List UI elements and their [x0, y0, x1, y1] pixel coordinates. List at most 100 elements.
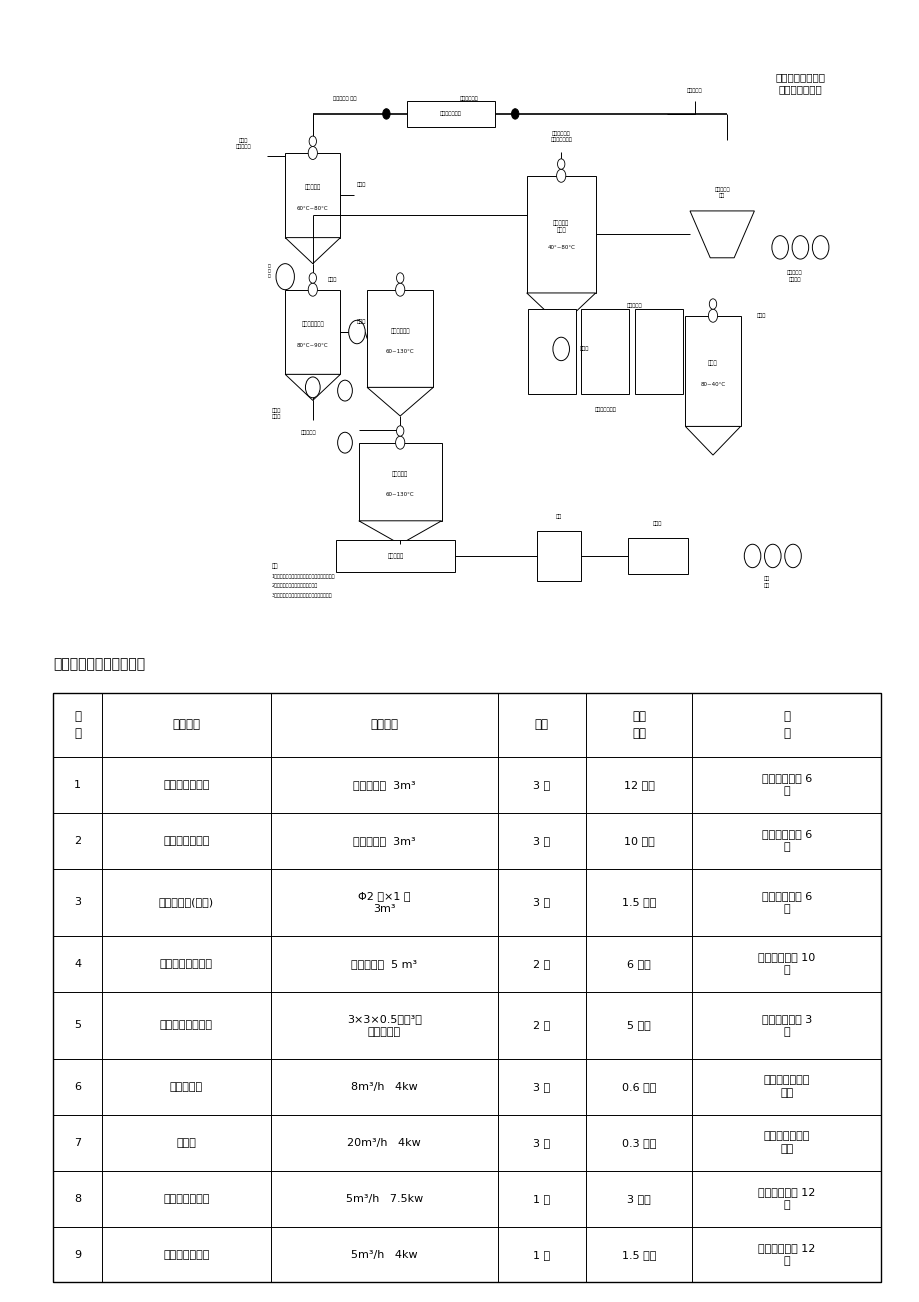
Text: 与层析分离器配
套用: 与层析分离器配 套用 — [763, 1131, 809, 1154]
Text: 60~130°C: 60~130°C — [385, 349, 414, 354]
Text: 班处理混合液 6
吨: 班处理混合液 6 吨 — [761, 891, 811, 914]
Text: 8m³/h   4kw: 8m³/h 4kw — [350, 1082, 417, 1092]
Text: 预计
费用: 预计 费用 — [631, 710, 645, 740]
Text: 3 台: 3 台 — [533, 897, 550, 907]
Text: 5 万元: 5 万元 — [627, 1021, 651, 1030]
Text: 60°C~80°C: 60°C~80°C — [297, 206, 328, 211]
Text: 敞口搪瓷釜: 敞口搪瓷釜 — [301, 430, 315, 435]
Text: 3 台: 3 台 — [533, 1138, 550, 1147]
Text: 敞口搪瓷反应釜: 敞口搪瓷反应釜 — [163, 780, 210, 790]
Text: 1: 1 — [74, 780, 81, 790]
Text: 可调速搅拌  3m³: 可调速搅拌 3m³ — [353, 780, 415, 790]
Text: 40°~80°C: 40°~80°C — [547, 245, 574, 250]
Text: 冷却: 冷却 — [556, 514, 562, 519]
Circle shape — [709, 299, 716, 310]
Text: 用
途: 用 途 — [782, 710, 789, 740]
Circle shape — [743, 544, 760, 568]
Text: 3 万元: 3 万元 — [627, 1194, 651, 1203]
Text: Φ2 米×1 米
3m³: Φ2 米×1 米 3m³ — [357, 891, 410, 914]
Circle shape — [396, 273, 403, 284]
Text: 班处理釜底料 6
吨: 班处理釜底料 6 吨 — [761, 773, 811, 797]
Text: 层析分离器(自制): 层析分离器(自制) — [159, 897, 213, 907]
Text: 0.6 万元: 0.6 万元 — [621, 1082, 655, 1092]
Text: 石膏铵、互循
磁力搅拌分层罐: 石膏铵、互循 磁力搅拌分层罐 — [550, 132, 572, 142]
Text: 纳滤膜组件: 纳滤膜组件 — [686, 89, 701, 92]
Text: 7: 7 — [74, 1138, 81, 1147]
Text: 1 台: 1 台 — [533, 1250, 550, 1259]
Bar — [537, 531, 581, 581]
Circle shape — [557, 159, 564, 169]
Circle shape — [309, 273, 316, 284]
Circle shape — [337, 432, 352, 453]
Text: 刮刀离心机
晶体: 刮刀离心机 晶体 — [714, 187, 729, 198]
Text: 0.3 万元: 0.3 万元 — [621, 1138, 655, 1147]
Polygon shape — [285, 375, 340, 401]
Polygon shape — [367, 388, 433, 417]
Circle shape — [309, 135, 316, 147]
Text: 班处理结晶液 3
吨: 班处理结晶液 3 吨 — [761, 1014, 811, 1036]
Polygon shape — [285, 237, 340, 263]
Text: 液位计: 液位计 — [357, 182, 366, 187]
Text: 2 个: 2 个 — [533, 1021, 550, 1030]
Polygon shape — [689, 211, 754, 258]
Polygon shape — [685, 427, 740, 456]
Text: 数量: 数量 — [534, 719, 549, 732]
Text: 不锈钢冷却结晶槽: 不锈钢冷却结晶槽 — [160, 1021, 212, 1030]
Circle shape — [791, 236, 808, 259]
Text: 6: 6 — [74, 1082, 81, 1092]
Text: 3 台: 3 台 — [533, 780, 550, 790]
Text: 20m³/h   4kw: 20m³/h 4kw — [347, 1138, 421, 1147]
Circle shape — [382, 108, 390, 120]
Text: 可调速搅拌  5 m³: 可调速搅拌 5 m³ — [351, 958, 417, 969]
Bar — [53, 693, 880, 1282]
Polygon shape — [358, 521, 441, 544]
Text: 2 台: 2 台 — [533, 958, 550, 969]
Circle shape — [308, 284, 317, 297]
Circle shape — [308, 147, 317, 160]
Bar — [627, 538, 687, 574]
Text: 3 台: 3 台 — [533, 836, 550, 846]
Text: 3: 3 — [74, 897, 81, 907]
Bar — [335, 540, 455, 572]
Circle shape — [348, 320, 365, 344]
Text: 9: 9 — [74, 1250, 81, 1259]
Text: 四，主要设备配置参考表: 四，主要设备配置参考表 — [53, 658, 145, 671]
Text: 液位计: 液位计 — [357, 319, 366, 324]
Text: 班处理釜底料 6
吨: 班处理釜底料 6 吨 — [761, 829, 811, 853]
Text: 干燥机: 干燥机 — [652, 521, 662, 526]
Bar — [634, 310, 682, 393]
Text: 固体燃料造粒机: 固体燃料造粒机 — [163, 1250, 210, 1259]
Text: 搪瓷反应釜: 搪瓷反应釜 — [304, 185, 321, 190]
Text: 进料泵: 进料泵 — [756, 314, 766, 318]
Text: 不锈钢敞口浓缩釜: 不锈钢敞口浓缩釜 — [160, 958, 212, 969]
Text: 注：: 注： — [271, 564, 278, 569]
Text: 80~40°C: 80~40°C — [699, 381, 725, 387]
Bar — [406, 102, 494, 126]
Text: 循环泵: 循环泵 — [327, 277, 336, 281]
Circle shape — [708, 310, 717, 323]
Text: 稀酸、稀醇 盐水: 稀酸、稀醇 盐水 — [333, 96, 357, 100]
Text: 固体燃料混拌机: 固体燃料混拌机 — [163, 1194, 210, 1203]
Text: 敞口搪瓷洗涤釜: 敞口搪瓷洗涤釜 — [163, 836, 210, 846]
Circle shape — [811, 236, 828, 259]
Circle shape — [396, 426, 403, 436]
Circle shape — [395, 436, 404, 449]
Text: 5m³/h   4kw: 5m³/h 4kw — [350, 1250, 417, 1259]
Circle shape — [784, 544, 800, 568]
Text: 釜底料
及硝酸溶液: 釜底料 及硝酸溶液 — [236, 138, 251, 148]
Text: 釜底料除盐工艺设
备布置及流程图: 釜底料除盐工艺设 备布置及流程图 — [775, 72, 824, 95]
Text: 可回收稀酸水: 可回收稀酸水 — [460, 96, 478, 100]
Text: 敞口搪瓷釜: 敞口搪瓷釜 — [391, 471, 408, 477]
Polygon shape — [526, 293, 596, 326]
Text: 浓缩釜: 浓缩釜 — [708, 361, 717, 366]
Text: 3×3×0.5（米³）
带加热夹套: 3×3×0.5（米³） 带加热夹套 — [346, 1014, 421, 1036]
Text: 层析分离器成品: 层析分离器成品 — [594, 408, 616, 411]
Text: 不锈钢浓缩釜: 不锈钢浓缩釜 — [390, 328, 410, 333]
Text: 硫酸铵成品
（出售）: 硫酸铵成品 （出售） — [787, 271, 801, 281]
Bar — [526, 176, 596, 293]
Text: 1.5 万元: 1.5 万元 — [621, 897, 655, 907]
Circle shape — [552, 337, 569, 361]
Bar — [528, 310, 575, 393]
Text: 3、冷却结晶系统物，欧洲、丙酮等，磷酸等。: 3、冷却结晶系统物，欧洲、丙酮等，磷酸等。 — [271, 592, 332, 598]
Text: 2: 2 — [74, 836, 81, 846]
